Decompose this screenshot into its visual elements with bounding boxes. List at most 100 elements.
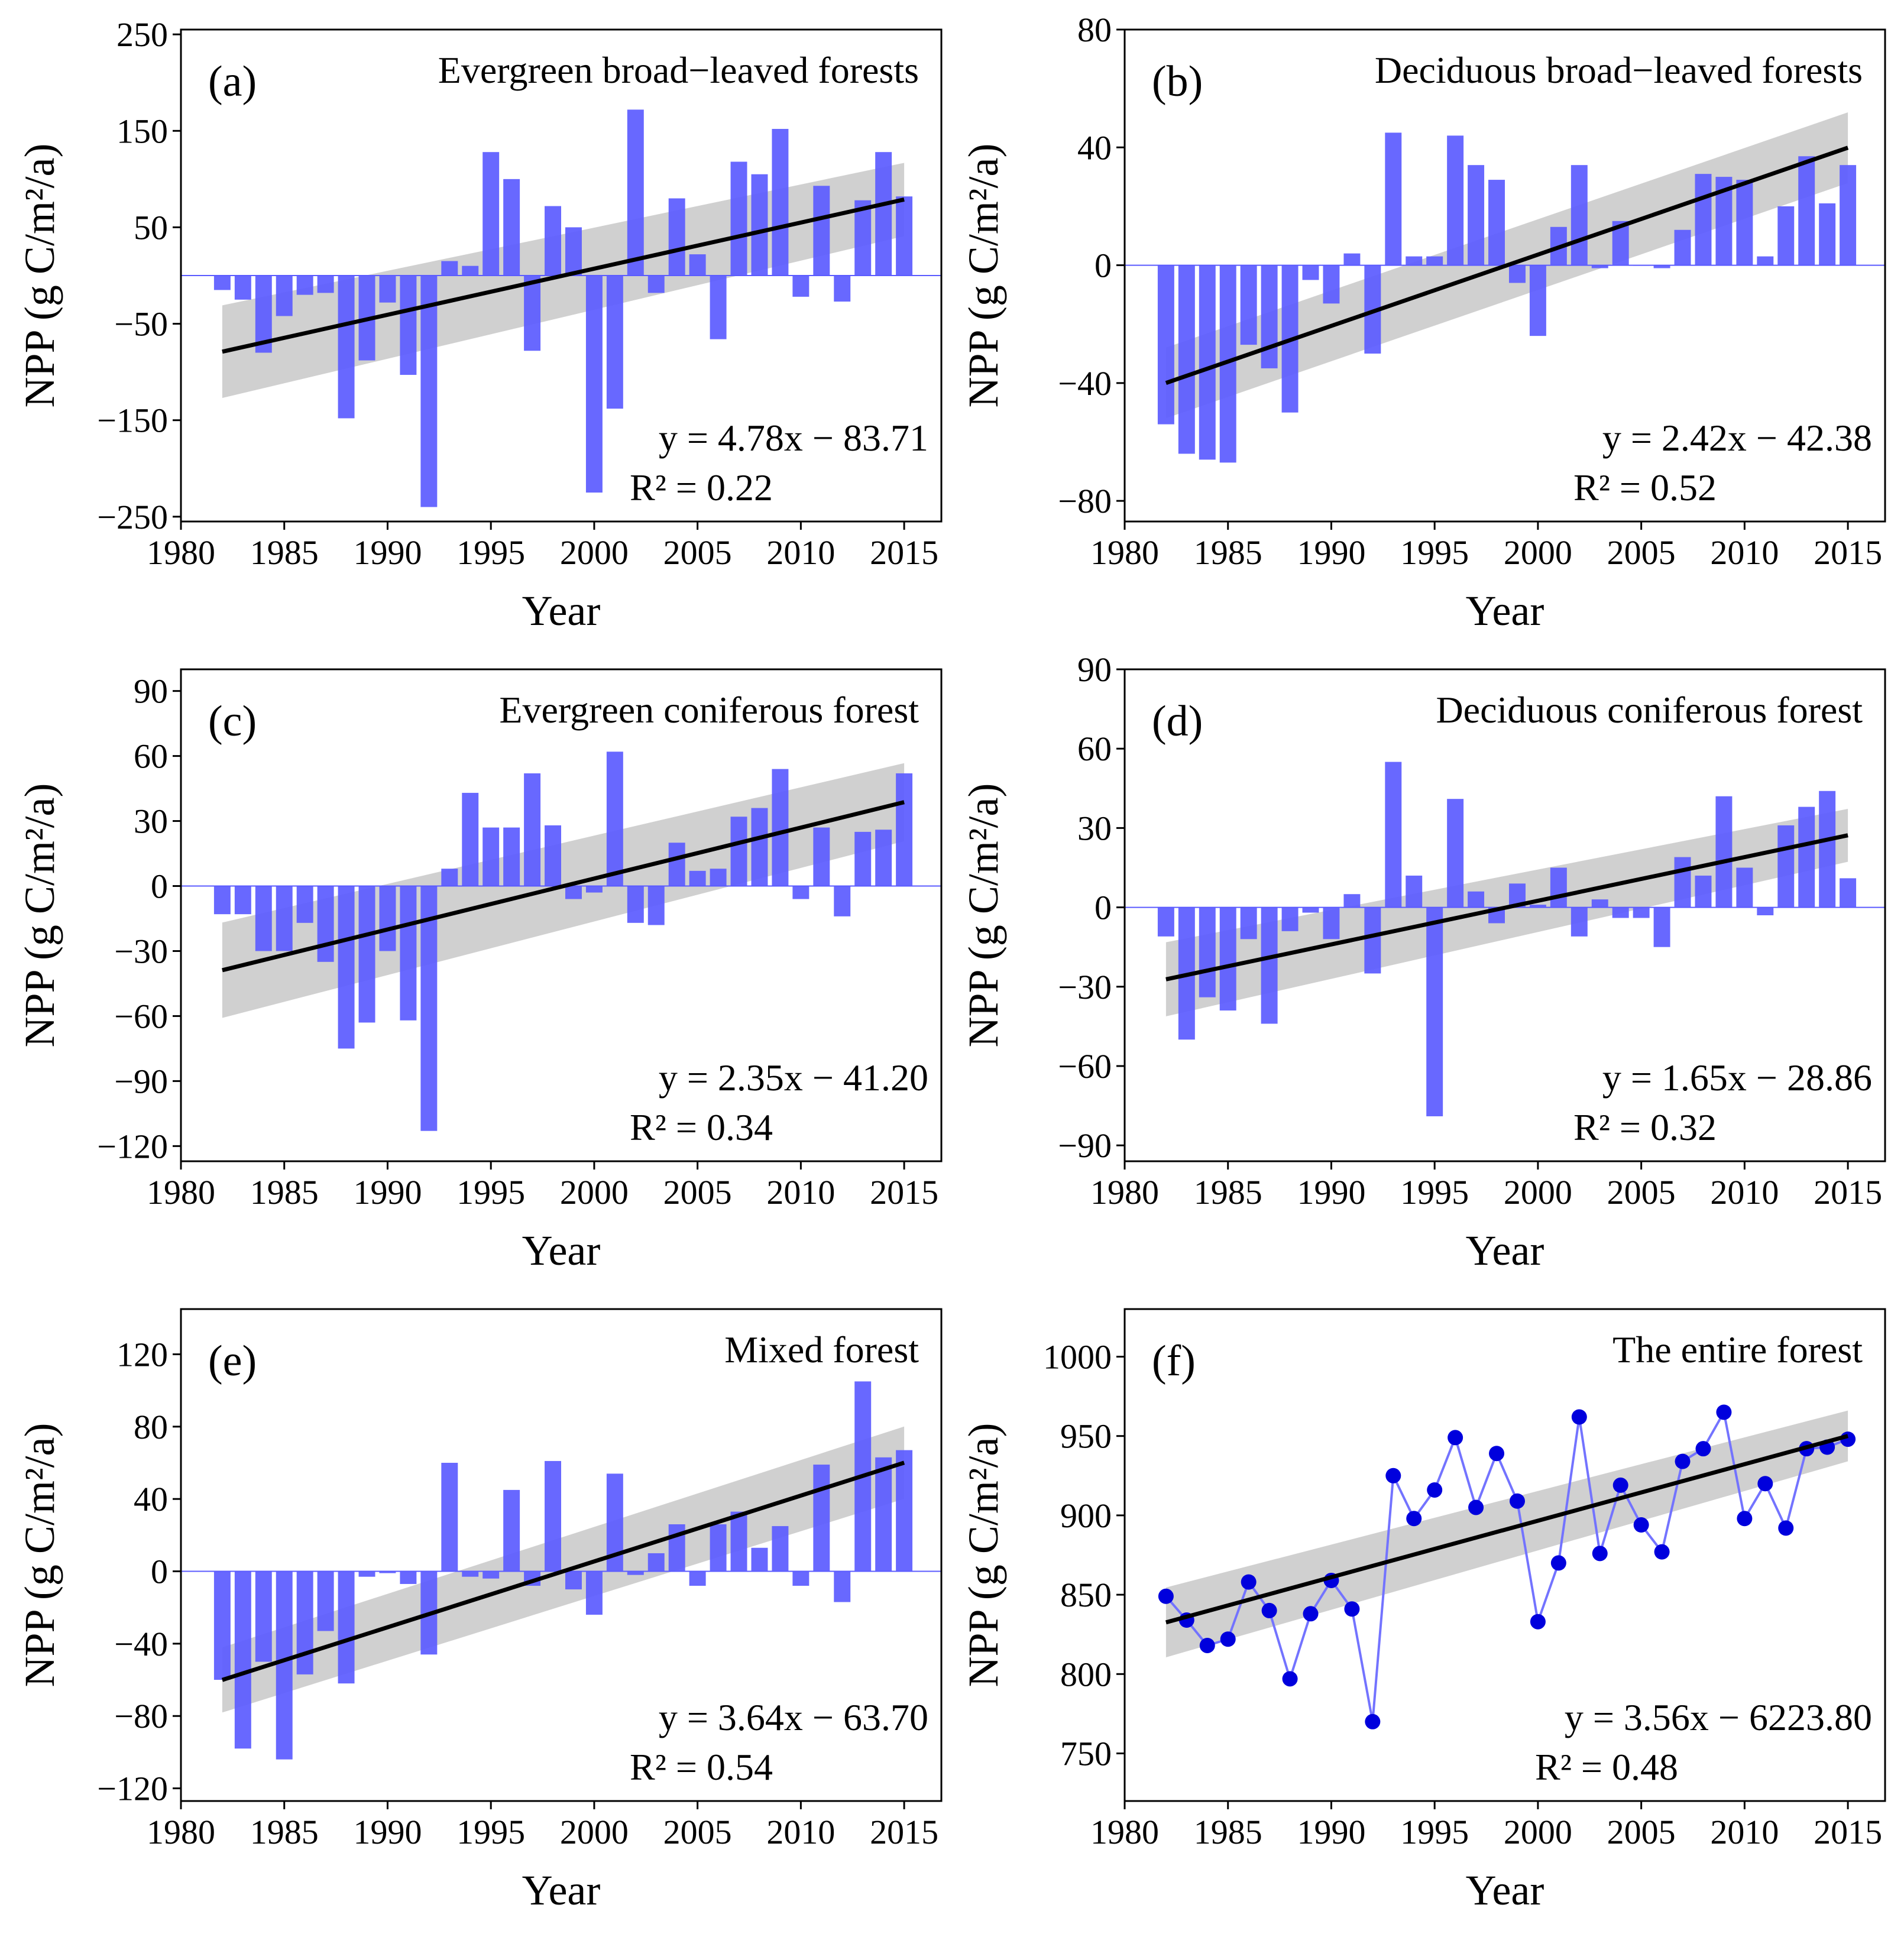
bar <box>483 1571 500 1579</box>
bar <box>1302 265 1319 280</box>
bar <box>296 886 313 923</box>
bar <box>213 1571 231 1680</box>
x-tick-label: 2015 <box>870 1813 938 1851</box>
bar <box>1777 206 1795 265</box>
bar <box>606 752 623 886</box>
data-point <box>1654 1544 1670 1560</box>
bar <box>358 1571 375 1577</box>
bar <box>234 276 251 300</box>
bars-layer <box>213 752 913 1131</box>
trend-line <box>221 1460 905 1682</box>
x-tick-label: 1980 <box>147 533 215 572</box>
plot-frame <box>180 28 943 523</box>
bar <box>1653 265 1670 268</box>
data-point <box>1737 1511 1753 1527</box>
bar <box>730 1511 747 1572</box>
bar <box>1736 867 1753 908</box>
x-axis-title: Year <box>1466 587 1544 634</box>
bar <box>1633 907 1650 918</box>
trend-layer <box>1165 145 1849 385</box>
y-axis: 250 150 50 −50 −150 −250 <box>97 15 181 536</box>
bar <box>296 276 313 295</box>
bar <box>441 261 458 276</box>
y-axis-title: NPP (g C/m²/a) <box>16 144 63 408</box>
y-tick-label: 50 <box>134 208 168 247</box>
bar <box>606 276 623 409</box>
y-tick-label: 750 <box>1060 1734 1112 1773</box>
bar <box>1819 203 1836 265</box>
data-point <box>1241 1574 1257 1590</box>
chart-title: Evergreen coniferous forest <box>499 689 919 731</box>
trend-layer <box>1165 833 1848 982</box>
bar <box>792 886 809 899</box>
x-tick-label: 2005 <box>1607 1813 1676 1851</box>
y-tick-label: 0 <box>1095 247 1112 285</box>
x-tick-label: 2000 <box>1504 1813 1572 1851</box>
y-tick-label: −150 <box>97 401 168 440</box>
x-tick-label: 1985 <box>250 1813 319 1851</box>
bar <box>1798 156 1815 265</box>
x-tick-label: 2005 <box>1607 533 1676 572</box>
r-squared: R² = 0.54 <box>630 1746 773 1788</box>
bar <box>503 1489 520 1572</box>
bars-layer <box>1157 762 1857 1116</box>
panel-f: 1000 950 900 850 800 750 1980 1985 1990 1995 2000… <box>960 1308 1886 1914</box>
x-tick-label: 1985 <box>250 1173 319 1212</box>
bar <box>276 886 293 951</box>
data-point <box>1778 1520 1794 1536</box>
bar <box>1426 256 1443 265</box>
bar <box>1261 907 1278 1024</box>
data-point <box>1427 1482 1443 1498</box>
y-tick-label: −80 <box>114 1697 168 1735</box>
data-point <box>1695 1441 1711 1457</box>
bar <box>317 1571 334 1631</box>
bar <box>834 1571 851 1602</box>
bar <box>1447 135 1464 265</box>
bar <box>689 1571 706 1586</box>
bar <box>585 1571 603 1615</box>
bar <box>689 870 706 886</box>
bar <box>565 886 582 899</box>
bar <box>792 276 809 297</box>
bar <box>420 886 438 1131</box>
bar <box>647 886 665 925</box>
bar <box>317 886 334 962</box>
x-tick-label: 2010 <box>766 533 835 572</box>
panel-b: 80 40 0 −40 −80 1980 1985 1990 1995 2000 2005 2010… <box>960 11 1886 634</box>
bar <box>462 265 479 276</box>
x-tick-label: 1980 <box>1090 1173 1159 1212</box>
trend-line <box>222 197 905 354</box>
bar <box>1757 256 1774 265</box>
plot-frame <box>1123 28 1886 523</box>
x-axis: 1980 1985 1990 1995 2000 2005 2010 2015 <box>147 522 938 572</box>
chart-title: Mixed forest <box>724 1329 919 1371</box>
y-tick-label: 60 <box>134 737 168 776</box>
bar <box>296 1571 313 1674</box>
y-tick-label: 90 <box>1077 650 1112 689</box>
bar <box>585 276 603 493</box>
bar <box>1695 875 1712 908</box>
y-tick-label: 800 <box>1060 1655 1112 1693</box>
bar <box>1219 907 1236 1011</box>
data-point <box>1344 1601 1360 1617</box>
bar <box>751 174 768 276</box>
bar <box>255 886 272 951</box>
bar <box>379 886 396 951</box>
x-tick-label: 2010 <box>1710 1173 1779 1212</box>
bar <box>1508 265 1526 283</box>
plot-frame <box>180 668 943 1162</box>
x-tick-label: 2000 <box>560 1173 629 1212</box>
bar <box>234 1571 251 1749</box>
bar <box>627 109 644 276</box>
y-tick-label: −250 <box>97 498 168 536</box>
x-tick-label: 2000 <box>1504 1173 1572 1212</box>
r-squared: R² = 0.48 <box>1535 1746 1678 1788</box>
bar <box>875 830 892 886</box>
y-tick-label: 1000 <box>1043 1338 1112 1376</box>
regression-equation: y = 4.78x − 83.71 <box>659 417 928 459</box>
bar <box>1488 180 1505 265</box>
bar <box>400 276 417 375</box>
bar <box>503 179 520 276</box>
y-tick-label: 950 <box>1060 1417 1112 1456</box>
